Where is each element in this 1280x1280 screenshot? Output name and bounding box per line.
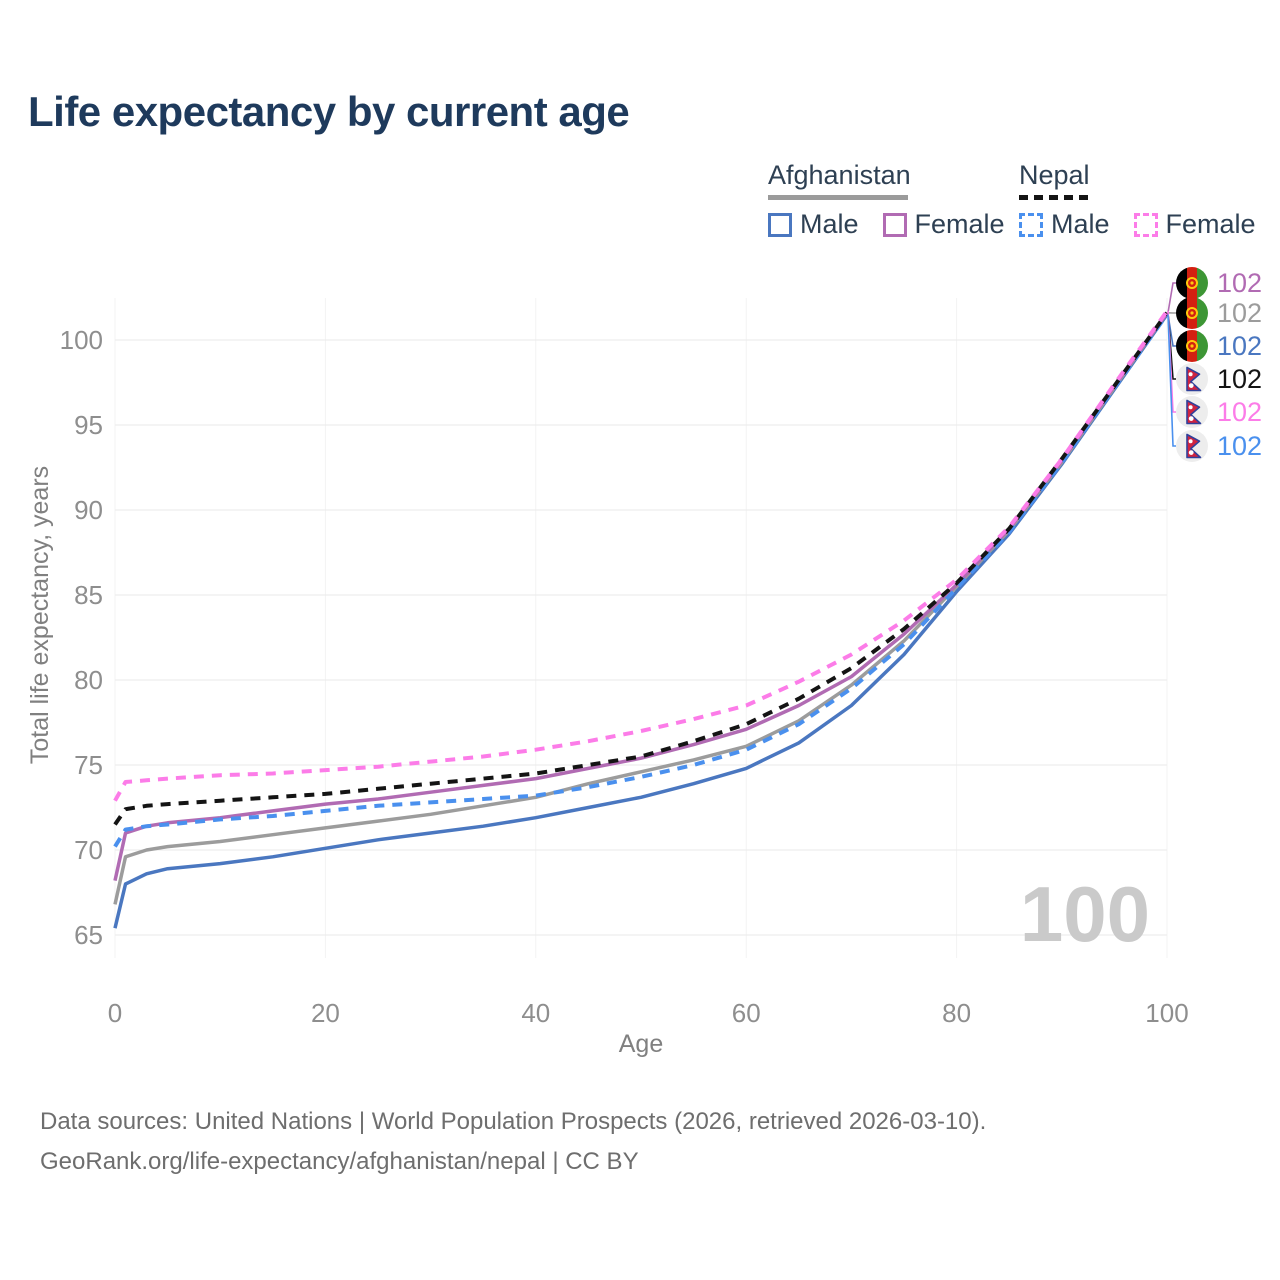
page-title: Life expectancy by current age [28, 88, 630, 135]
end-label-nepal-both: 102 [1176, 362, 1262, 396]
end-value: 102 [1217, 396, 1263, 427]
axis-tick-labels: 0 20 40 60 80 100 65 70 75 80 85 90 95 100 [60, 325, 1189, 1028]
gridlines [114, 298, 1168, 958]
end-label-afghanistan-both: 102 [1176, 296, 1262, 330]
end-label-nepal-female: 102 [1176, 395, 1262, 429]
legend-item-nepal-female[interactable]: Female [1133, 209, 1256, 240]
series-line-nepal-female [113, 309, 1169, 802]
x-tick-label: 40 [521, 998, 550, 1028]
series-line-nepal-male [113, 313, 1169, 848]
end-value: 102 [1217, 363, 1263, 394]
x-axis-title: Age [619, 1030, 663, 1058]
x-tick-label: 80 [942, 998, 971, 1028]
legend-underline-dashed [1019, 195, 1089, 200]
series-lines [113, 282, 1176, 929]
nepal-flag-icon [1176, 430, 1208, 462]
y-tick-label: 80 [74, 665, 103, 695]
legend-item-label: Male [800, 209, 859, 239]
y-axis-title: Total life expectancy, years [26, 466, 54, 764]
end-value: 102 [1217, 330, 1263, 361]
legend-underline-solid [768, 195, 908, 200]
x-tick-label: 100 [1145, 998, 1188, 1028]
afghanistan-flag-icon [1176, 267, 1208, 299]
attribution-note: GeoRank.org/life-expectancy/afghanistan/… [40, 1148, 639, 1175]
y-tick-label: 85 [74, 580, 103, 610]
x-tick-label: 0 [108, 998, 122, 1028]
legend-group-label-nepal: Nepal [1019, 160, 1090, 190]
end-label-connector [1167, 314, 1176, 447]
nepal-male-swatch-icon [1019, 212, 1043, 237]
end-label-nepal-male: 102 [1176, 429, 1262, 463]
end-label-afghanistan-male: 102 [1176, 329, 1262, 363]
end-value: 102 [1217, 297, 1263, 328]
afghanistan-flag-icon [1176, 330, 1208, 362]
legend-item-afghanistan-male[interactable]: Male [768, 209, 859, 240]
x-tick-label: 60 [732, 998, 761, 1028]
y-tick-label: 100 [60, 325, 103, 355]
y-tick-label: 95 [74, 410, 103, 440]
end-label-connector [1167, 282, 1176, 313]
y-tick-label: 75 [74, 750, 103, 780]
end-label-afghanistan-female: 102 [1176, 266, 1262, 300]
data-sources-note: Data sources: United Nations | World Pop… [40, 1108, 987, 1135]
afghanistan-female-swatch-icon [882, 212, 907, 237]
nepal-flag-icon [1176, 363, 1208, 395]
series-line-nepal-both-sexes [113, 311, 1169, 826]
y-tick-label: 65 [74, 920, 103, 950]
legend-item-label: Female [914, 209, 1005, 239]
age-watermark: 100 [1020, 870, 1150, 958]
legend-item-label: Male [1051, 209, 1110, 239]
legend-item-afghanistan-female[interactable]: Female [882, 209, 1005, 240]
afghanistan-male-swatch-icon [768, 212, 792, 237]
legend-item-nepal-male[interactable]: Male [1019, 209, 1110, 240]
legend-item-label: Female [1165, 209, 1256, 239]
y-tick-label: 70 [74, 835, 103, 865]
x-tick-label: 20 [311, 998, 340, 1028]
legend-group-nepal: Nepal Male Female [1019, 160, 1256, 240]
end-value: 102 [1217, 267, 1263, 298]
y-tick-label: 90 [74, 495, 103, 525]
legend-items-afghanistan: Male Female [768, 209, 1005, 240]
legend-group-label-afghanistan: Afghanistan [768, 160, 911, 190]
legend-group-afghanistan: Afghanistan Male Female [768, 160, 1005, 240]
nepal-flag-icon [1176, 396, 1208, 428]
end-value: 102 [1217, 430, 1263, 461]
legend-items-nepal: Male Female [1019, 209, 1256, 240]
nepal-female-swatch-icon [1133, 212, 1158, 237]
afghanistan-flag-icon [1176, 297, 1208, 329]
